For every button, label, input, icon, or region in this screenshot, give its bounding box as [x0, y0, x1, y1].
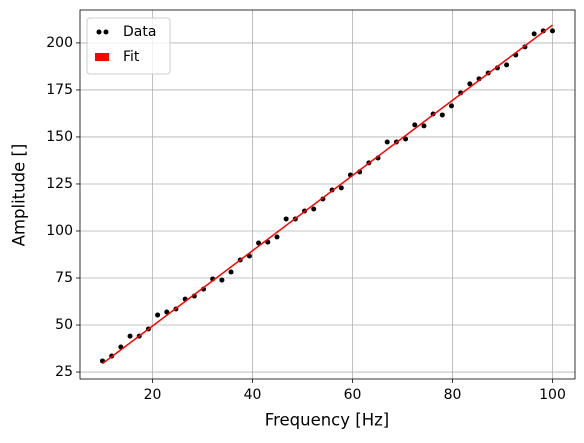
y-tick-label: 150: [46, 129, 73, 145]
y-axis-label: Amplitude []: [10, 144, 29, 247]
data-point: [283, 216, 289, 222]
y-tick-label: 75: [55, 270, 73, 286]
x-tick-label: 60: [344, 387, 362, 403]
x-tick-label: 20: [144, 387, 162, 403]
x-tick-label: 80: [444, 387, 462, 403]
legend: Data Fit: [86, 17, 171, 75]
y-tick-label: 175: [46, 82, 73, 98]
x-tick-label: 40: [244, 387, 262, 403]
legend-label: Fit: [123, 49, 140, 65]
legend-marker: [96, 29, 102, 35]
data-point: [403, 136, 409, 142]
data-point: [439, 112, 445, 118]
data-point: [219, 277, 225, 283]
data-point: [421, 123, 427, 129]
legend-marker: [95, 53, 109, 61]
data-point: [338, 185, 344, 191]
y-tick-label: 25: [55, 364, 73, 380]
x-axis-label: Frequency [Hz]: [265, 411, 389, 430]
data-point: [228, 269, 234, 275]
y-tick-label: 100: [46, 223, 73, 239]
data-point: [531, 31, 537, 37]
legend-label: Data: [123, 24, 156, 40]
data-point: [155, 312, 161, 318]
legend-marker: [103, 29, 109, 35]
data-point: [311, 206, 317, 212]
data-point: [504, 62, 510, 68]
data-point: [412, 122, 418, 128]
data-point: [467, 81, 473, 87]
data-point: [550, 28, 555, 34]
data-point: [384, 139, 390, 145]
data-point: [274, 234, 280, 240]
fit-line: [102, 24, 553, 365]
y-tick-label: 125: [46, 176, 73, 192]
y-tick-label: 50: [55, 317, 73, 333]
data-point: [164, 309, 170, 315]
x-tick-label: 100: [539, 387, 566, 403]
data-point: [449, 103, 454, 109]
plot-frame: [79, 9, 576, 380]
y-tick-label: 200: [46, 35, 73, 51]
data-point: [127, 333, 133, 339]
